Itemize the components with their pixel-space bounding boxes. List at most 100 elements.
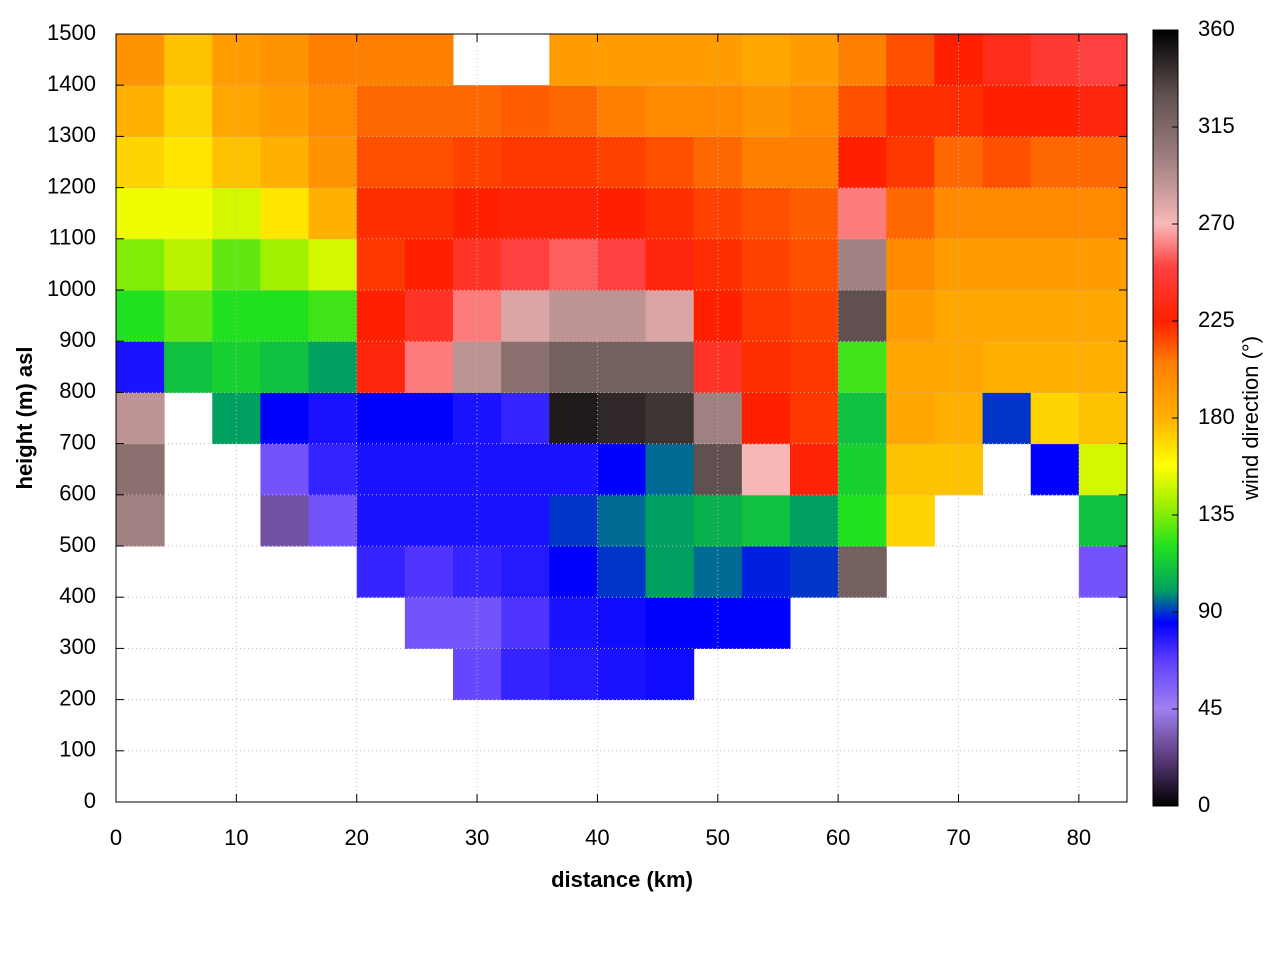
x-axis-title: distance (km)	[551, 867, 693, 892]
colorbar-tick-label: 45	[1198, 695, 1222, 720]
heatmap-cell	[549, 443, 598, 496]
heatmap-cell	[404, 187, 454, 240]
heatmap-cell	[501, 187, 550, 240]
heatmap-cell	[453, 85, 502, 137]
heatmap-cell	[1030, 34, 1080, 86]
x-tick-label: 70	[946, 825, 970, 850]
heatmap-cell	[549, 85, 598, 137]
x-tick-label: 0	[110, 825, 122, 850]
heatmap-cell	[597, 187, 647, 240]
heatmap-cell	[645, 85, 695, 137]
heatmap-cell	[164, 187, 213, 240]
heatmap-cell	[356, 392, 406, 445]
y-tick-label: 1100	[49, 225, 96, 250]
heatmap-cell	[790, 341, 839, 393]
heatmap-cell	[501, 238, 550, 291]
heatmap-cell	[645, 290, 695, 342]
heatmap-cell	[934, 290, 984, 342]
heatmap-cell	[645, 187, 695, 240]
heatmap-cell	[790, 290, 839, 342]
heatmap-cell	[308, 136, 358, 189]
heatmap-cell	[260, 136, 310, 189]
heatmap-cell	[549, 187, 598, 240]
heatmap-cell	[597, 341, 647, 393]
y-tick-label: 1200	[47, 173, 96, 198]
heatmap-cell	[501, 648, 550, 701]
heatmap-cell	[1030, 341, 1080, 393]
heatmap-cell	[790, 34, 839, 86]
heatmap-cell	[549, 494, 598, 547]
heatmap-cell	[164, 290, 213, 342]
y-tick-label: 0	[84, 788, 96, 813]
heatmap-cell	[164, 85, 213, 137]
heatmap-cell	[501, 443, 550, 496]
heatmap-cell	[741, 494, 791, 547]
heatmap-cell	[308, 85, 358, 137]
heatmap-cell	[645, 494, 695, 547]
heatmap-cell	[501, 392, 550, 445]
colorbar-tick-label: 135	[1198, 501, 1235, 526]
y-tick-label: 300	[59, 634, 96, 659]
x-tick-label: 50	[706, 825, 730, 850]
y-axis-title: height (m) asl	[12, 346, 37, 489]
heatmap-cell	[886, 187, 935, 240]
heatmap-cell	[597, 290, 647, 342]
heatmap-cell	[886, 85, 935, 137]
heatmap-cell	[645, 238, 695, 291]
heatmap-cell	[404, 597, 454, 649]
heatmap-cell	[260, 85, 310, 137]
heatmap-cell	[1078, 341, 1128, 393]
heatmap-cell	[404, 546, 454, 598]
heatmap-cell	[164, 34, 213, 86]
x-tick-label: 60	[826, 825, 850, 850]
heatmap-cell	[501, 136, 550, 189]
heatmap-cell	[501, 85, 550, 137]
heatmap-cell	[260, 392, 310, 445]
heatmap-cell	[1078, 34, 1128, 86]
heatmap-cell	[404, 443, 454, 496]
colorbar-tick-label: 180	[1198, 404, 1235, 429]
colorbar-tick-label: 225	[1198, 307, 1235, 332]
heatmap-cell	[790, 494, 839, 547]
heatmap-cell	[356, 187, 406, 240]
heatmap-cell	[308, 494, 358, 547]
heatmap-cell	[260, 290, 310, 342]
y-tick-label: 1300	[47, 122, 96, 147]
heatmap-cell	[116, 341, 165, 393]
heatmap-cell	[982, 290, 1032, 342]
heatmap-cell	[741, 85, 791, 137]
heatmap-cell	[886, 290, 935, 342]
heatmap-cell	[838, 392, 887, 445]
colorbar-tick-label: 0	[1198, 792, 1210, 817]
heatmap-cell	[356, 290, 406, 342]
heatmap-cell	[790, 85, 839, 137]
heatmap-cell	[308, 34, 358, 86]
heatmap-cell	[741, 187, 791, 240]
heatmap-cell	[453, 494, 502, 547]
heatmap-cell	[597, 546, 647, 598]
heatmap-cell	[838, 34, 887, 86]
heatmap-cell	[790, 392, 839, 445]
heatmap-cell	[741, 392, 791, 445]
heatmap-cell	[1078, 85, 1128, 137]
heatmap-cell	[164, 341, 213, 393]
y-tick-label: 400	[59, 583, 96, 608]
heatmap-cell	[356, 238, 406, 291]
y-tick-label: 200	[59, 685, 96, 710]
heatmap-cell	[838, 443, 887, 496]
colorbar-tick-label: 270	[1198, 210, 1235, 235]
heatmap-cell	[741, 34, 791, 86]
plot-frame	[115, 33, 1128, 803]
heatmap-cell	[164, 238, 213, 291]
heatmap-cell	[164, 136, 213, 189]
heatmap-cell	[838, 187, 887, 240]
heatmap-cell	[501, 494, 550, 547]
heatmap-cell	[260, 443, 310, 496]
heatmap-cell	[116, 290, 165, 342]
heatmap-cell	[693, 546, 743, 598]
heatmap-cell	[404, 494, 454, 547]
heatmap-cell	[308, 187, 358, 240]
axes: 0 10 20 30 40 50 60 70 8001002003004005006007008…	[47, 16, 1235, 850]
heatmap-cell	[693, 341, 743, 393]
y-tick-label: 1000	[47, 276, 96, 301]
